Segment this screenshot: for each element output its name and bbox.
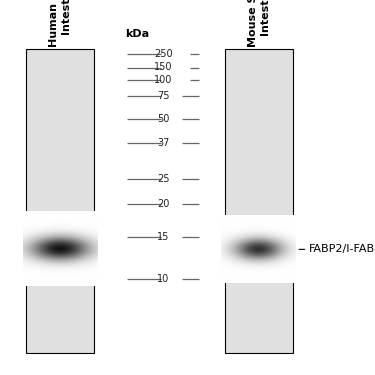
Text: Mouse Small
Intestine: Mouse Small Intestine <box>248 0 270 47</box>
Text: 100: 100 <box>154 75 172 85</box>
Text: 50: 50 <box>157 114 170 124</box>
Text: 10: 10 <box>157 274 169 284</box>
Text: kDa: kDa <box>125 29 149 39</box>
Text: 150: 150 <box>154 63 173 72</box>
Text: 25: 25 <box>157 174 170 183</box>
Text: 250: 250 <box>154 50 173 59</box>
Bar <box>225 49 292 352</box>
Text: 37: 37 <box>157 138 170 148</box>
Text: 20: 20 <box>157 200 170 209</box>
Text: Human Small
Intestine: Human Small Intestine <box>49 0 71 47</box>
Bar <box>26 49 94 352</box>
Text: 15: 15 <box>157 232 170 242</box>
Text: 75: 75 <box>157 91 170 101</box>
Text: FABP2/I-FABP: FABP2/I-FABP <box>309 244 375 254</box>
